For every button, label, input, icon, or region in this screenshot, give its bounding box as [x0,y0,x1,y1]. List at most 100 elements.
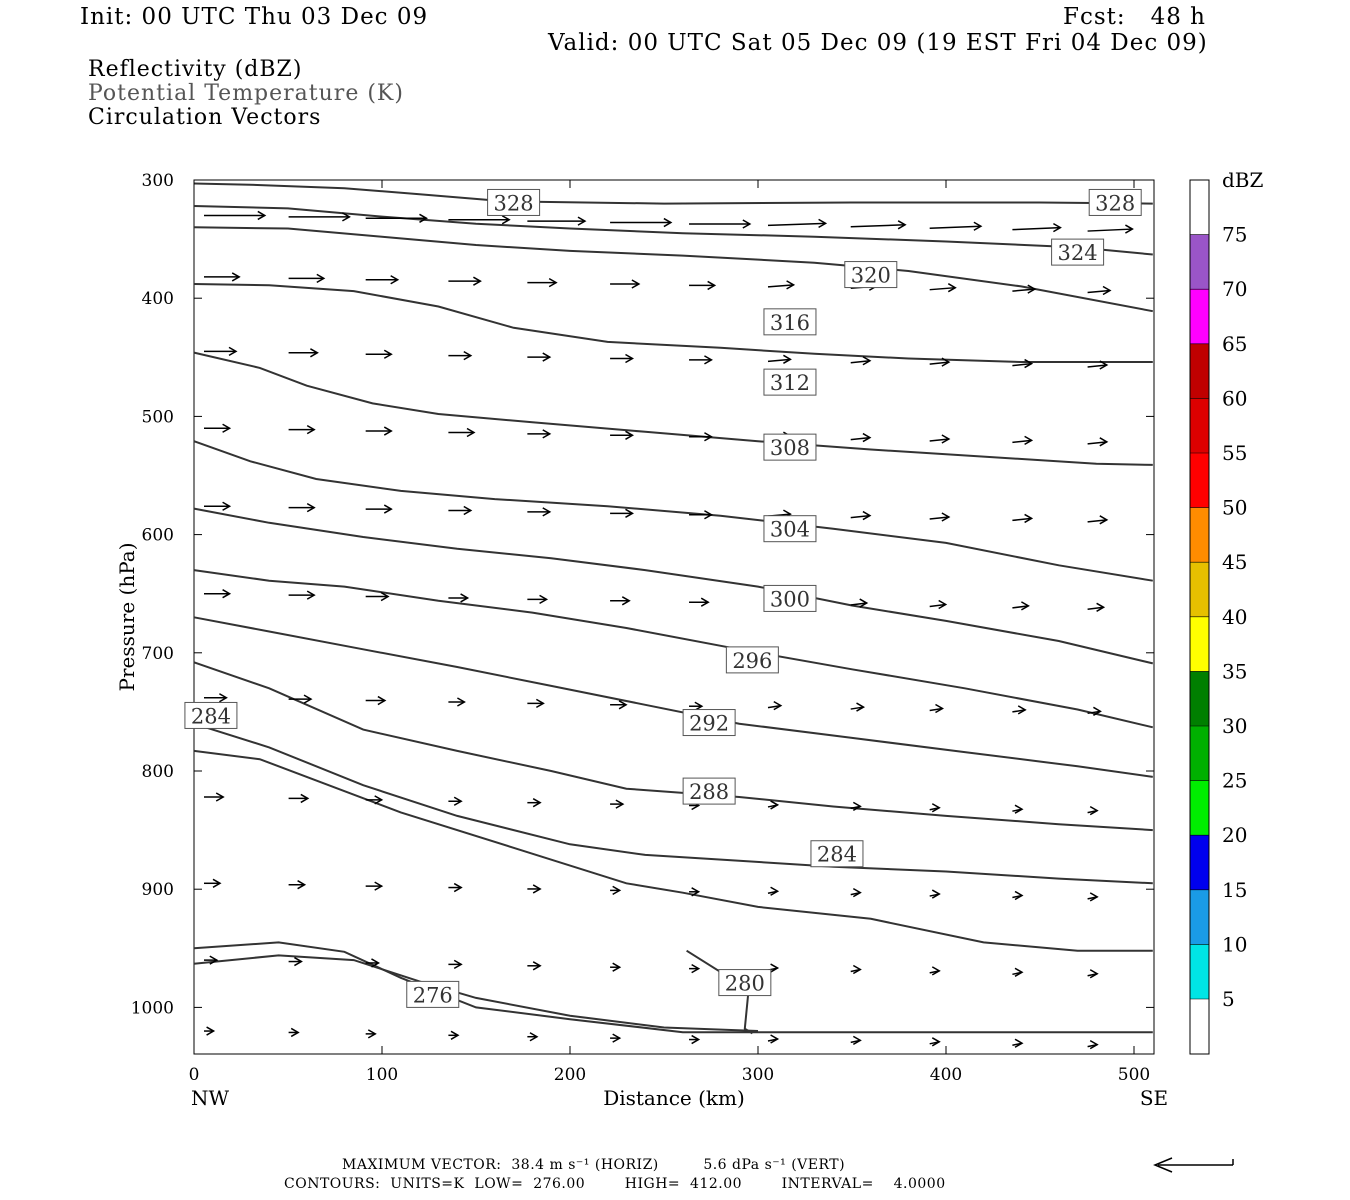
circulation-vector [767,284,794,288]
circulation-vector-head [539,594,549,605]
circulation-vector-head [897,220,907,230]
circulation-vector-head [818,218,828,229]
circulation-vector-head [621,596,631,606]
y-tick-label: 500 [142,407,174,427]
colorbar-segment [1190,562,1209,617]
circulation-vector-head [374,795,384,805]
circulation-vector-head [306,424,316,435]
x-axis-label: Distance (km) [603,1086,745,1110]
circulation-vector-head [419,213,428,223]
circulation-vector [1087,606,1104,611]
y-tick-label: 800 [142,762,174,782]
isentrope-line [193,954,759,1032]
contour-label-300: 300 [763,584,817,612]
circulation-vector-head [862,356,872,366]
circulation-vector-head [535,698,545,709]
circulation-vector [850,706,864,710]
colorbar-segment [1190,180,1209,235]
svg-text:320: 320 [851,264,891,288]
x-left-end-label: NW [191,1086,230,1110]
isentrope-line [193,507,1154,665]
circulation-vector-head [931,889,941,899]
svg-text:280: 280 [725,972,765,996]
contour-label-276: 276 [406,980,460,1008]
colorbar-segment [1190,726,1209,781]
svg-text:288: 288 [689,780,729,804]
circulation-vector-head [542,507,552,517]
circulation-vector-head [1089,892,1099,902]
circulation-vector-head [786,280,796,290]
circulation-vector-head [770,800,780,810]
circulation-vector-head [1089,969,1099,979]
colorbar-tick-label: 65 [1222,332,1247,356]
circulation-vector [929,286,956,291]
circulation-vector-head [1096,602,1106,612]
circulation-vector-head [501,215,511,225]
circulation-vector [1087,441,1107,445]
y-tick-label: 300 [142,171,174,191]
isentrope-line [193,351,1153,466]
svg-text:328: 328 [1095,191,1135,215]
svg-text:296: 296 [732,649,772,673]
colorbar-tick-label: 35 [1222,659,1247,683]
circulation-vector-head [222,589,232,599]
circulation-vector [1087,228,1133,232]
contour-label-288: 288 [682,777,736,805]
circulation-vector-head [783,354,792,364]
x-tick-label: 500 [1118,1065,1150,1085]
circulation-vector-head [1024,435,1034,446]
circulation-vector-head [1053,222,1062,233]
svg-text:304: 304 [770,518,810,542]
circulation-vector-head [453,796,463,806]
circulation-vector-head [1014,967,1024,977]
circulation-vector-head [1093,706,1102,716]
colorbar-segment [1190,398,1209,453]
colorbar-segment [1190,999,1209,1054]
colorbar-segment [1190,671,1209,726]
colorbar-segment [1190,453,1209,508]
contour-label-296: 296 [725,646,779,674]
circulation-vector-head [770,886,780,896]
circulation-vector [1012,288,1035,292]
contour-label-304: 304 [763,515,817,543]
circulation-vector-head [947,283,957,293]
circulation-vector-head [691,1034,701,1045]
isentrope-line [193,283,1153,363]
circulation-vector-head [625,508,634,518]
circulation-vector-head [542,429,552,439]
circulation-vector-head [941,434,951,444]
circulation-vector-head [383,426,393,436]
svg-text:284: 284 [817,843,857,867]
legend-potential-temperature: Potential Temperature (K) [88,81,404,106]
circulation-vector [1012,226,1061,231]
circulation-vector-head [931,803,941,813]
circulation-vector-head [290,1027,300,1038]
isentrope-line [193,749,1153,952]
circulation-vector [1012,605,1029,609]
isentrope-line [193,182,1153,205]
circulation-vector-head [941,357,951,367]
svg-text:324: 324 [1058,241,1098,265]
circulation-vector [1012,362,1032,367]
circulation-vector [1087,519,1107,523]
circulation-vector-head [931,966,941,976]
circulation-vector-head [300,793,310,804]
isentrope-line [193,226,1153,313]
valid-time: Valid: 00 UTC Sat 05 Dec 09 (19 EST Fri … [548,30,1208,56]
forecast-hour: Fcst: 48 h [1063,4,1206,30]
circulation-vector-head [294,956,303,967]
y-tick-label: 900 [142,880,174,900]
circulation-vector-head [577,216,587,226]
colorbar-tick-label: 60 [1222,386,1247,410]
y-tick-label: 1000 [131,998,174,1018]
colorbar-tick-label: 5 [1222,987,1235,1011]
circulation-vector-head [938,599,948,610]
circulation-vector-head [222,501,232,511]
circulation-vector-head [215,792,225,802]
circulation-vector [929,603,946,608]
circulation-vector-head [704,432,713,442]
svg-text:284: 284 [191,704,231,728]
circulation-vector-head [852,964,862,975]
circulation-vector-head [618,700,628,710]
isentrope-line [193,941,1153,1034]
